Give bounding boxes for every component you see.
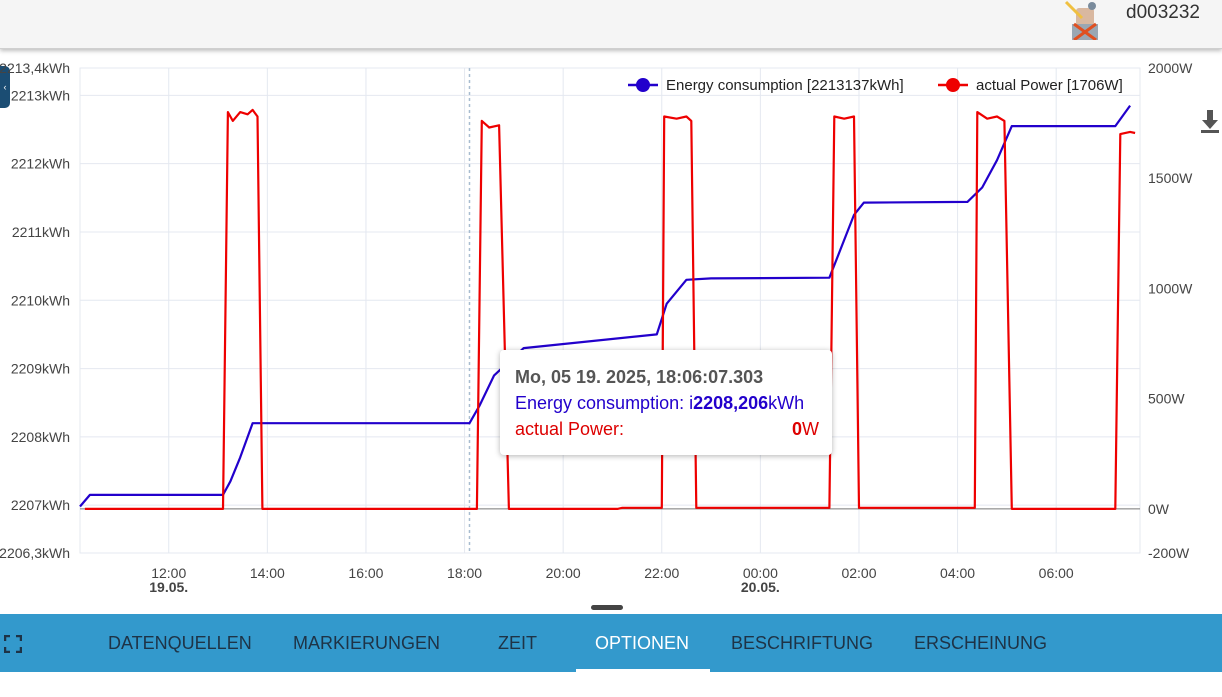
legend-power: actual Power [1706W] [976, 77, 1123, 94]
tooltip-energy-prefix: i [689, 393, 694, 413]
tooltip-power-value: 0 [791, 419, 802, 439]
y-left-tick-label: 2211kWh [12, 224, 70, 240]
user-avatar-icon[interactable] [1062, 0, 1106, 40]
tooltip-power-label: actual Power: [515, 419, 625, 439]
y-left-tick-label: 2206,3kWh [0, 545, 70, 561]
y-left-tick-label: 2210kWh [11, 292, 70, 308]
tooltip-energy-unit: kWh [768, 393, 805, 413]
panel-toggle-button[interactable]: ‹ [0, 66, 10, 108]
y-left-tick-label: 2212kWh [11, 156, 70, 172]
plot-area [79, 67, 1141, 554]
y-right-tick-label: 1000W [1148, 280, 1193, 296]
tooltip-power-unit: W [802, 419, 819, 439]
y-left-tick-label: 2213,4kWh [0, 60, 70, 76]
x-tick-label: 12:00 [151, 565, 186, 581]
x-tick-label: 22:00 [644, 565, 679, 581]
x-tick-label: 06:00 [1039, 565, 1074, 581]
y-right-tick-label: -200W [1148, 545, 1190, 561]
chart-tooltip: Mo, 05 19. 2025, 18:06:07.303 Energy con… [500, 350, 832, 455]
top-bar: d003232 [0, 0, 1222, 49]
bottom-tab-bar: DATENQUELLEN MARKIERUNGEN ZEIT OPTIONEN … [0, 614, 1222, 672]
y-left-tick-label: 2207kWh [11, 497, 70, 513]
y-right-tick-label: 500W [1148, 391, 1185, 407]
tab-datenquellen[interactable]: DATENQUELLEN [108, 633, 252, 653]
y-left-tick-label: 2213kWh [11, 87, 70, 103]
tab-optionen[interactable]: OPTIONEN [595, 633, 690, 653]
x-tick-label: 00:00 [743, 565, 778, 581]
x-tick-label: 20:00 [546, 565, 581, 581]
tooltip-energy-row: Energy consumption: i2208,206kWh [515, 393, 804, 414]
x-date-label: 19.05. [149, 579, 188, 595]
y-right-tick-label: 0W [1148, 501, 1170, 517]
username[interactable]: d003232 [1126, 2, 1200, 23]
fullscreen-icon[interactable] [4, 635, 22, 653]
x-tick-label: 18:00 [447, 565, 482, 581]
tab-beschriftung[interactable]: BESCHRIFTUNG [731, 633, 874, 653]
legend-marker [636, 78, 650, 92]
y-left-tick-label: 2209kWh [11, 361, 70, 377]
x-tick-label: 14:00 [250, 565, 285, 581]
x-tick-label: 16:00 [348, 565, 383, 581]
y-right-tick-label: 2000W [1148, 60, 1193, 76]
x-date-label: 20.05. [741, 579, 780, 595]
resize-handle[interactable] [591, 605, 623, 610]
x-tick-label: 02:00 [841, 565, 876, 581]
y-right-tick-label: 1500W [1148, 170, 1193, 186]
tab-zeit[interactable]: ZEIT [498, 633, 537, 653]
tooltip-title: Mo, 05 19. 2025, 18:06:07.303 [515, 367, 764, 387]
power-series-line [84, 108, 1136, 510]
y-left-tick-label: 2208kWh [11, 429, 70, 445]
tooltip-energy-label: Energy consumption: [515, 393, 690, 413]
legend-energy: Energy consumption [2213137kWh] [666, 77, 904, 94]
tooltip-power-row: actual Power: 0W [515, 419, 819, 440]
legend-marker [946, 78, 960, 92]
tab-erscheinung[interactable]: ERSCHEINUNG [914, 633, 1048, 653]
tab-markierungen[interactable]: MARKIERUNGEN [293, 633, 441, 653]
x-tick-label: 04:00 [940, 565, 975, 581]
tooltip-energy-value: 2208,206 [693, 393, 769, 413]
energy-series-line [79, 104, 1131, 508]
active-tab-indicator [576, 669, 710, 672]
download-icon[interactable] [1199, 108, 1221, 134]
